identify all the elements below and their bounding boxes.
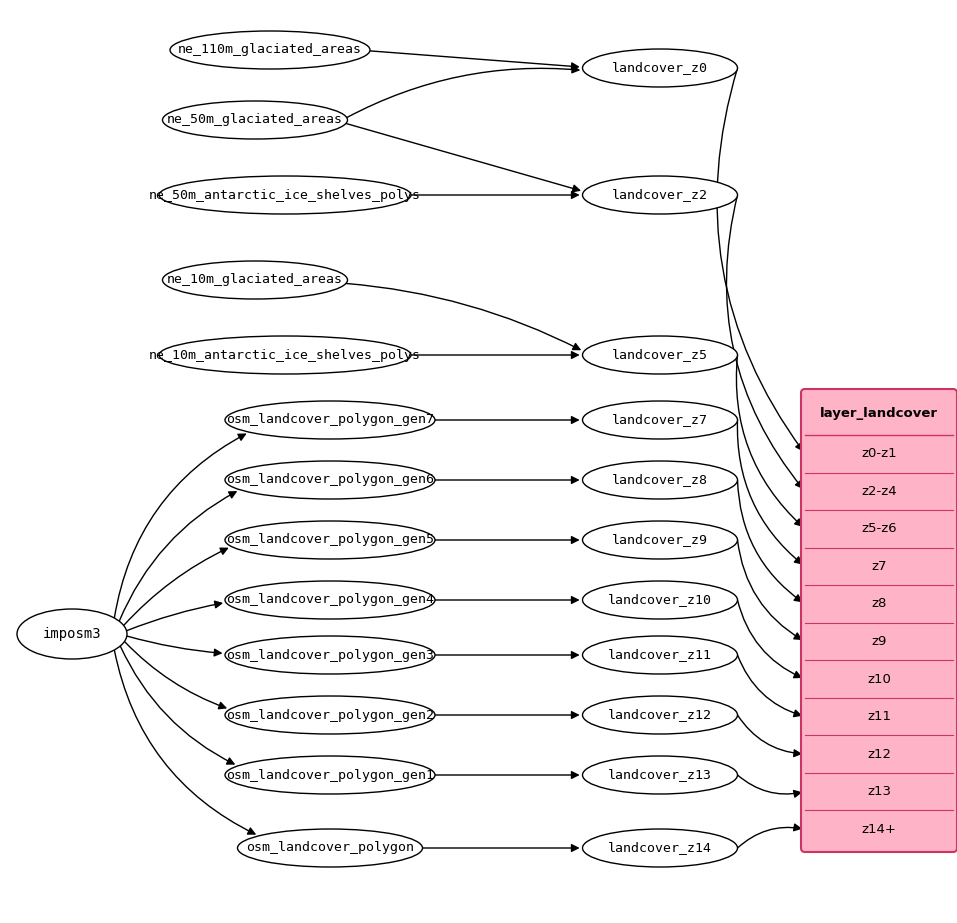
Ellipse shape <box>225 581 435 619</box>
Text: landcover_z7: landcover_z7 <box>612 414 708 426</box>
Ellipse shape <box>225 521 435 559</box>
Ellipse shape <box>170 31 370 69</box>
Ellipse shape <box>583 49 738 87</box>
Text: ne_50m_glaciated_areas: ne_50m_glaciated_areas <box>167 114 343 126</box>
Ellipse shape <box>225 756 435 794</box>
Text: osm_landcover_polygon_gen1: osm_landcover_polygon_gen1 <box>226 769 434 782</box>
Text: ne_110m_glaciated_areas: ne_110m_glaciated_areas <box>178 43 362 56</box>
Text: landcover_z5: landcover_z5 <box>612 349 708 362</box>
Text: z0-z1: z0-z1 <box>861 448 897 461</box>
Text: layer_landcover: layer_landcover <box>820 407 938 421</box>
Text: ne_10m_glaciated_areas: ne_10m_glaciated_areas <box>167 273 343 286</box>
Ellipse shape <box>17 609 127 659</box>
Text: z11: z11 <box>867 710 891 723</box>
Text: osm_landcover_polygon_gen5: osm_landcover_polygon_gen5 <box>226 533 434 546</box>
Text: landcover_z10: landcover_z10 <box>608 593 712 606</box>
Ellipse shape <box>583 336 738 374</box>
Ellipse shape <box>583 756 738 794</box>
Ellipse shape <box>583 829 738 867</box>
Text: landcover_z11: landcover_z11 <box>608 649 712 662</box>
Ellipse shape <box>237 829 422 867</box>
Text: landcover_z9: landcover_z9 <box>612 533 708 546</box>
Ellipse shape <box>163 261 347 299</box>
Ellipse shape <box>163 101 347 139</box>
Text: z8: z8 <box>871 597 887 610</box>
Ellipse shape <box>225 401 435 439</box>
Text: z13: z13 <box>867 785 891 798</box>
Text: landcover_z0: landcover_z0 <box>612 62 708 75</box>
Text: osm_landcover_polygon_gen6: osm_landcover_polygon_gen6 <box>226 473 434 486</box>
FancyBboxPatch shape <box>801 389 957 852</box>
Ellipse shape <box>225 696 435 734</box>
Ellipse shape <box>583 521 738 559</box>
Text: landcover_z13: landcover_z13 <box>608 769 712 782</box>
Text: osm_landcover_polygon_gen7: osm_landcover_polygon_gen7 <box>226 414 434 426</box>
Text: osm_landcover_polygon_gen3: osm_landcover_polygon_gen3 <box>226 649 434 662</box>
Text: z9: z9 <box>871 635 887 648</box>
Text: z7: z7 <box>871 560 887 573</box>
Ellipse shape <box>583 581 738 619</box>
Ellipse shape <box>583 461 738 499</box>
Text: landcover_z12: landcover_z12 <box>608 709 712 722</box>
Text: osm_landcover_polygon_gen4: osm_landcover_polygon_gen4 <box>226 593 434 606</box>
Text: landcover_z8: landcover_z8 <box>612 473 708 486</box>
Text: z14+: z14+ <box>861 822 897 835</box>
Text: osm_landcover_polygon_gen2: osm_landcover_polygon_gen2 <box>226 709 434 722</box>
Ellipse shape <box>583 176 738 214</box>
Ellipse shape <box>583 636 738 674</box>
Ellipse shape <box>583 401 738 439</box>
Text: imposm3: imposm3 <box>43 627 101 641</box>
Text: ne_50m_antarctic_ice_shelves_polys: ne_50m_antarctic_ice_shelves_polys <box>149 188 421 201</box>
Text: landcover_z2: landcover_z2 <box>612 188 708 201</box>
Ellipse shape <box>159 176 411 214</box>
Ellipse shape <box>225 636 435 674</box>
Text: z12: z12 <box>867 748 891 761</box>
Text: landcover_z14: landcover_z14 <box>608 842 712 855</box>
Text: z10: z10 <box>867 673 891 686</box>
Text: z2-z4: z2-z4 <box>861 485 897 497</box>
Ellipse shape <box>583 696 738 734</box>
Ellipse shape <box>159 336 411 374</box>
Text: z5-z6: z5-z6 <box>861 522 897 535</box>
Text: ne_10m_antarctic_ice_shelves_polys: ne_10m_antarctic_ice_shelves_polys <box>149 349 421 362</box>
Text: osm_landcover_polygon: osm_landcover_polygon <box>246 842 414 855</box>
Ellipse shape <box>225 461 435 499</box>
